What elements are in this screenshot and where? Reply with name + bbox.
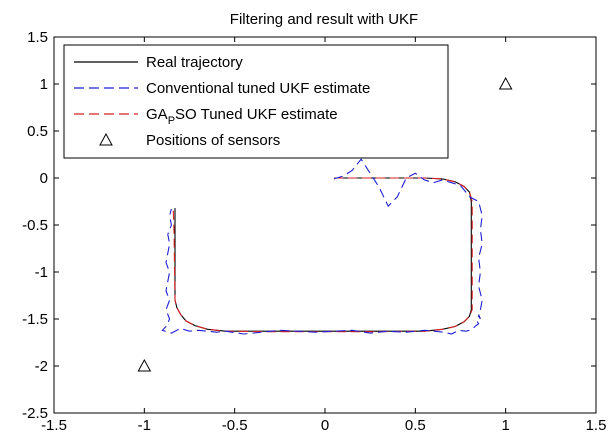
legend-label: GAPSO Tuned UKF estimate (146, 106, 338, 127)
x-tick-label: 1.5 (586, 417, 607, 434)
y-tick-label: -2.5 (22, 405, 48, 422)
sensor-marker (137, 358, 152, 372)
series-line (161, 158, 483, 335)
y-tick-label: 0.5 (27, 123, 48, 140)
legend-label: Positions of sensors (146, 132, 280, 149)
x-tick-label: -0.5 (222, 417, 248, 434)
x-tick-label: 0.5 (405, 417, 426, 434)
x-tick-label: 0 (321, 417, 329, 434)
x-tick-label: -1 (138, 417, 151, 434)
legend-box (63, 44, 449, 159)
x-tick-label: 1 (501, 417, 509, 434)
chart-title: Filtering and result with UKF (230, 11, 418, 28)
y-tick-label: 1.5 (27, 29, 48, 46)
legend-label: Real trajectory (146, 54, 243, 71)
legend: Real trajectory Conventional tuned UKF es… (63, 44, 449, 159)
y-tick-label: -0.5 (22, 217, 48, 234)
legend-symbol (99, 132, 113, 146)
y-tick-label: -1 (35, 264, 48, 281)
series-layer (137, 76, 513, 372)
y-tick-label: 0 (40, 170, 48, 187)
legend-label: Conventional tuned UKF estimate (146, 80, 370, 97)
y-tick-label: -1.5 (22, 311, 48, 328)
x-tick-label: -1.5 (41, 417, 67, 434)
sensor-marker (498, 76, 513, 90)
y-tick-label: 1 (40, 76, 48, 93)
series-line (172, 177, 473, 333)
y-tick-label: -2 (35, 358, 48, 375)
